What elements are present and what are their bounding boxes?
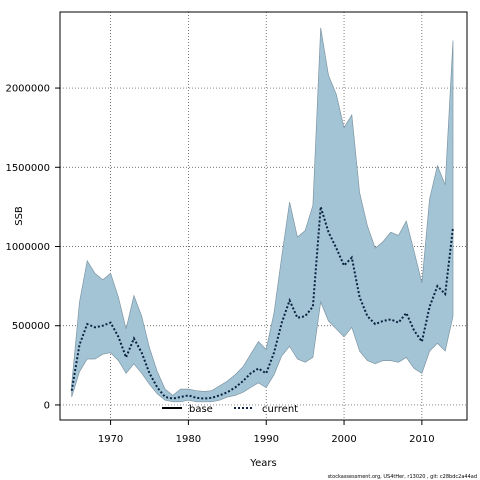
legend-label-current: current (262, 404, 298, 415)
legend: base current (162, 404, 298, 415)
y-axis: 0 500000 1000000 1500000 2000000 (5, 84, 60, 411)
y-tick-label-2: 1000000 (5, 242, 50, 253)
x-axis: 1970 1980 1990 2000 2010 (98, 420, 435, 445)
series-line-current (70, 206, 454, 400)
x-tick-label-2: 1990 (253, 434, 278, 445)
plot-frame (59, 11, 468, 421)
y-tick-label-4: 2000000 (5, 84, 50, 95)
legend-label-base: base (189, 404, 213, 415)
footer-credit: stockassessment.org, US4tHer, r13020 , g… (328, 474, 477, 480)
x-tick-label-1: 1980 (176, 434, 201, 445)
x-tick-label-0: 1970 (98, 434, 123, 445)
y-tick-label-1: 500000 (12, 321, 50, 332)
x-tick-label-4: 2010 (409, 434, 434, 445)
x-axis-label: Years (249, 458, 276, 469)
x-tick-label-3: 2000 (331, 434, 356, 445)
y-tick-label-3: 1500000 (5, 163, 50, 174)
confidence-band (71, 27, 454, 403)
y-tick-label-0: 0 (44, 400, 50, 411)
y-axis-label: SSB (14, 206, 25, 226)
